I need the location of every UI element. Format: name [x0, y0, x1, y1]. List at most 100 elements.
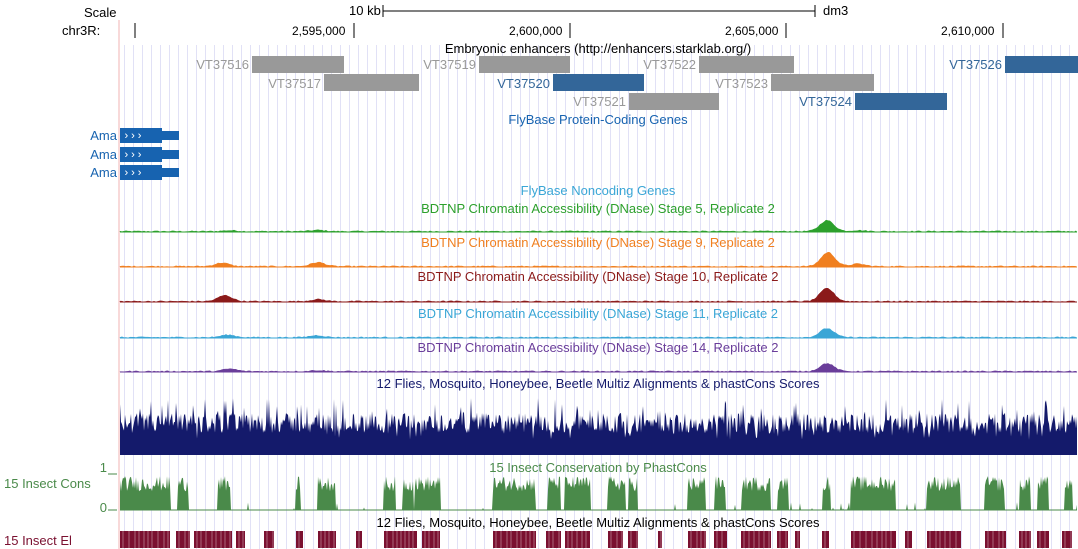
- gene-label[interactable]: Ama: [90, 165, 118, 180]
- scale-label: Scale: [84, 5, 117, 20]
- conserved-element-block: [822, 531, 829, 548]
- enhancer-label[interactable]: VT37521: [573, 94, 626, 109]
- elements-side-label[interactable]: 15 Insect El: [4, 533, 72, 548]
- conserved-elements[interactable]: [120, 531, 1072, 548]
- gene-utr-block[interactable]: [162, 150, 179, 159]
- strand-arrows-icon: ›››: [123, 131, 143, 143]
- gene-exon-block[interactable]: [120, 128, 162, 143]
- gene-label[interactable]: Ama: [90, 128, 118, 143]
- enhancer-feature-vt37523[interactable]: VT37523: [715, 74, 874, 91]
- enhancer-feature-vt37519[interactable]: VT37519: [423, 56, 570, 73]
- chrom-label: chr3R:: [62, 23, 100, 38]
- conserved-element-block: [777, 531, 788, 548]
- conserved-element-block: [264, 531, 274, 548]
- enhancer-label[interactable]: VT37524: [799, 94, 852, 109]
- gene-exon-block[interactable]: [120, 147, 162, 162]
- dnase-stage14-title: BDTNP Chromatin Accessibility (DNase) St…: [417, 340, 778, 355]
- enhancer-label[interactable]: VT37522: [643, 57, 696, 72]
- dnase-signal-area: [119, 219, 1078, 233]
- gene-exon-block[interactable]: [120, 165, 162, 180]
- enhancer-block[interactable]: [479, 56, 570, 73]
- conserved-element-block: [493, 531, 536, 548]
- conserved-element-block: [608, 531, 623, 548]
- dnase-stage11-title: BDTNP Chromatin Accessibility (DNase) St…: [418, 306, 778, 321]
- strand-arrows-icon: ›››: [123, 168, 143, 180]
- enhancer-block[interactable]: [1005, 56, 1078, 73]
- phastcons-side-label[interactable]: 15 Insect Cons: [4, 476, 91, 491]
- enhancer-feature-vt37526[interactable]: VT37526: [949, 56, 1078, 73]
- assembly-label: dm3: [823, 3, 848, 18]
- enhancer-block[interactable]: [553, 74, 644, 91]
- enhancer-block[interactable]: [855, 93, 947, 110]
- dnase-signal-area: [119, 251, 1078, 268]
- coding-genes-track-title: FlyBase Protein-Coding Genes: [508, 112, 688, 127]
- enhancer-block[interactable]: [324, 74, 419, 91]
- conserved-element-block: [795, 531, 800, 548]
- gene-feature-ama-2[interactable]: Ama ›››: [90, 147, 179, 162]
- conserved-element-block: [905, 531, 912, 548]
- dnase-stage14-signal[interactable]: [119, 363, 1078, 373]
- conserved-element-block: [318, 531, 336, 548]
- multiz-signal[interactable]: [120, 398, 1077, 455]
- phastcons-signal[interactable]: [120, 476, 1077, 511]
- dnase-stage9-title: BDTNP Chromatin Accessibility (DNase) St…: [421, 235, 775, 250]
- conserved-element-block: [714, 531, 727, 548]
- enhancer-label[interactable]: VT37519: [423, 57, 476, 72]
- conserved-element-block: [851, 531, 896, 548]
- enhancer-label[interactable]: VT37520: [497, 76, 550, 91]
- conserved-element-block: [176, 531, 190, 548]
- conserved-element-block: [236, 531, 245, 548]
- phastcons-wiggle: [120, 476, 1077, 510]
- dnase-stage5-signal[interactable]: [119, 219, 1078, 233]
- enhancers-track-title: Embryonic enhancers (http://enhancers.st…: [445, 41, 751, 56]
- enhancer-label[interactable]: VT37526: [949, 57, 1002, 72]
- enhancer-feature-vt37521[interactable]: VT37521: [573, 93, 719, 110]
- gene-utr-block[interactable]: [162, 168, 179, 177]
- scale-bar: [382, 5, 816, 17]
- ruler-position-2: 2,600,000: [509, 24, 563, 38]
- gene-label[interactable]: Ama: [90, 147, 118, 162]
- enhancer-block[interactable]: [771, 74, 874, 91]
- dnase-signal-area: [119, 328, 1078, 339]
- enhancer-label[interactable]: VT37516: [196, 57, 249, 72]
- enhancer-block[interactable]: [699, 56, 794, 73]
- multiz-track-title: 12 Flies, Mosquito, Honeybee, Beetle Mul…: [377, 376, 820, 391]
- conserved-element-block: [628, 531, 638, 548]
- enhancer-block[interactable]: [252, 56, 344, 73]
- multiz-wiggle: [120, 398, 1077, 455]
- enhancer-label[interactable]: VT37517: [268, 76, 321, 91]
- ruler-position-4: 2,610,000: [941, 24, 995, 38]
- dnase-stage9-signal[interactable]: [119, 251, 1078, 268]
- ruler-position-3: 2,605,000: [725, 24, 779, 38]
- enhancer-feature-vt37522[interactable]: VT37522: [643, 56, 794, 73]
- conserved-element-block: [422, 531, 440, 548]
- conserved-element-block: [985, 531, 1006, 548]
- ruler-ticks: [134, 23, 1004, 38]
- enhancer-feature-vt37516[interactable]: VT37516: [196, 56, 344, 73]
- conserved-element-block: [546, 531, 561, 548]
- conserved-element-block: [384, 531, 417, 548]
- gene-feature-ama-1[interactable]: Ama ›››: [90, 128, 179, 143]
- phastcons-track-title: 15 Insect Conservation by PhastCons: [489, 460, 707, 475]
- phastcons-axis-max: 1: [100, 460, 107, 475]
- gene-feature-ama-3[interactable]: Ama ›››: [90, 165, 179, 180]
- enhancer-block[interactable]: [629, 93, 719, 110]
- ruler-position-1: 2,595,000: [292, 24, 346, 38]
- conserved-element-block: [120, 531, 170, 548]
- enhancer-feature-vt37520[interactable]: VT37520: [497, 74, 644, 91]
- dnase-stage11-signal[interactable]: [119, 328, 1078, 339]
- gene-utr-block[interactable]: [162, 131, 179, 140]
- conserved-element-block: [296, 531, 303, 548]
- enhancer-feature-vt37517[interactable]: VT37517: [268, 74, 419, 91]
- elements-track-title: 12 Flies, Mosquito, Honeybee, Beetle Mul…: [377, 515, 820, 530]
- dnase-signal-area: [119, 363, 1078, 373]
- conserved-element-block: [1062, 531, 1072, 548]
- conserved-element-block: [1019, 531, 1031, 548]
- conserved-element-block: [194, 531, 232, 548]
- enhancer-feature-vt37524[interactable]: VT37524: [799, 93, 947, 110]
- enhancer-label[interactable]: VT37523: [715, 76, 768, 91]
- dnase-stage10-signal[interactable]: [119, 287, 1078, 303]
- phastcons-axis-min: 0: [100, 500, 107, 515]
